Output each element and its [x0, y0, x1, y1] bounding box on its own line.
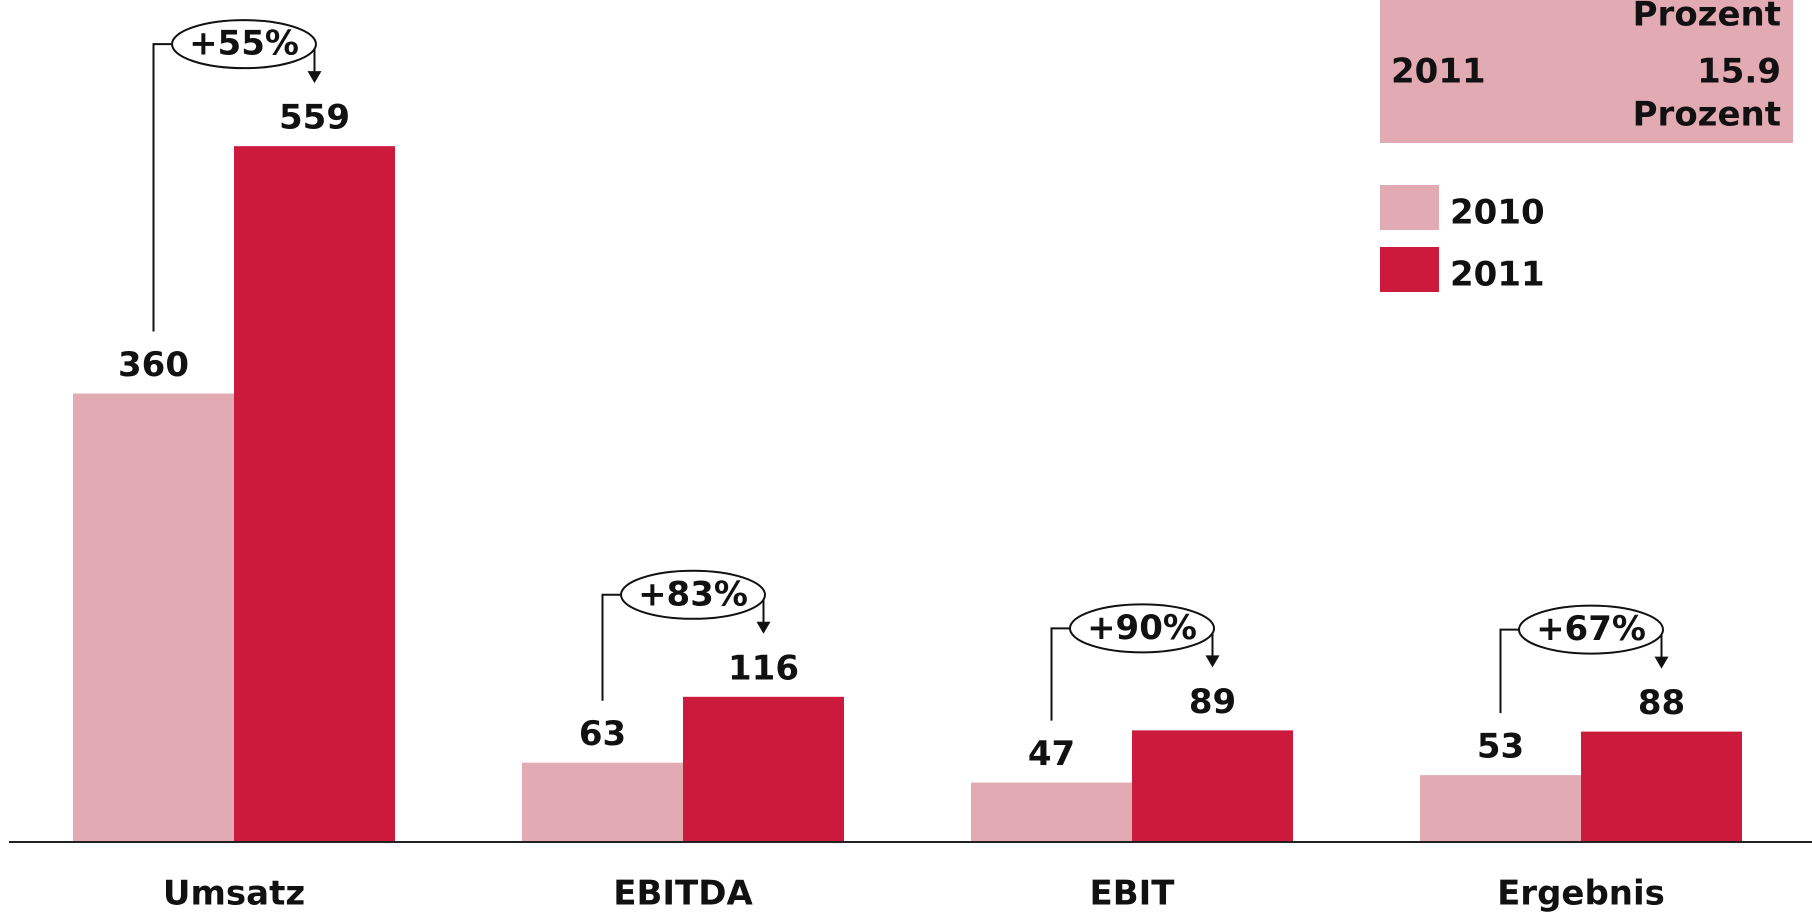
bar [971, 782, 1132, 841]
x-tick-label: Umsatz [163, 874, 305, 912]
change-oval [1518, 604, 1664, 655]
bracket [601, 593, 621, 701]
info-unit: Prozent [1633, 95, 1781, 135]
x-tick-label: EBIT [1090, 874, 1176, 912]
x-tick-label: Ergebnis [1497, 874, 1665, 912]
bar [1420, 775, 1581, 841]
bar [1132, 730, 1293, 841]
info-value: 15.9 [1697, 52, 1781, 92]
change-label: +90% [1087, 608, 1197, 648]
arrow-head [1205, 655, 1220, 668]
legend-swatch [1380, 247, 1439, 292]
info-header: Prozent [1633, 0, 1781, 35]
x-tick-label: EBITDA [613, 874, 753, 912]
bracket [1499, 628, 1519, 714]
change-oval [171, 19, 317, 70]
data-label: 63 [579, 714, 626, 754]
change-label: +67% [1536, 609, 1646, 649]
data-label: 47 [1028, 734, 1075, 774]
info-year: 2011 [1391, 52, 1486, 92]
legend-label: 2011 [1450, 255, 1545, 295]
arrow-head [307, 71, 322, 84]
bracket [1050, 627, 1070, 721]
info-box [1380, 0, 1793, 143]
data-label: 53 [1477, 727, 1524, 767]
legend-label: 2010 [1450, 193, 1545, 233]
change-oval [1069, 603, 1215, 654]
change-label: +83% [638, 574, 748, 614]
arrow-head [756, 621, 771, 634]
change-label: +55% [189, 24, 299, 64]
data-label: 360 [118, 345, 189, 385]
data-label: 89 [1189, 682, 1236, 722]
bar [73, 393, 234, 841]
data-label: 559 [279, 98, 350, 138]
arrow-head [1654, 656, 1669, 669]
bar [1581, 731, 1742, 841]
bracket [152, 43, 172, 332]
bar [522, 762, 683, 841]
bar [234, 146, 395, 842]
change-oval [620, 569, 766, 620]
data-label: 88 [1638, 683, 1685, 723]
data-label: 116 [728, 648, 799, 688]
legend-swatch [1380, 185, 1439, 230]
bar [683, 696, 844, 841]
